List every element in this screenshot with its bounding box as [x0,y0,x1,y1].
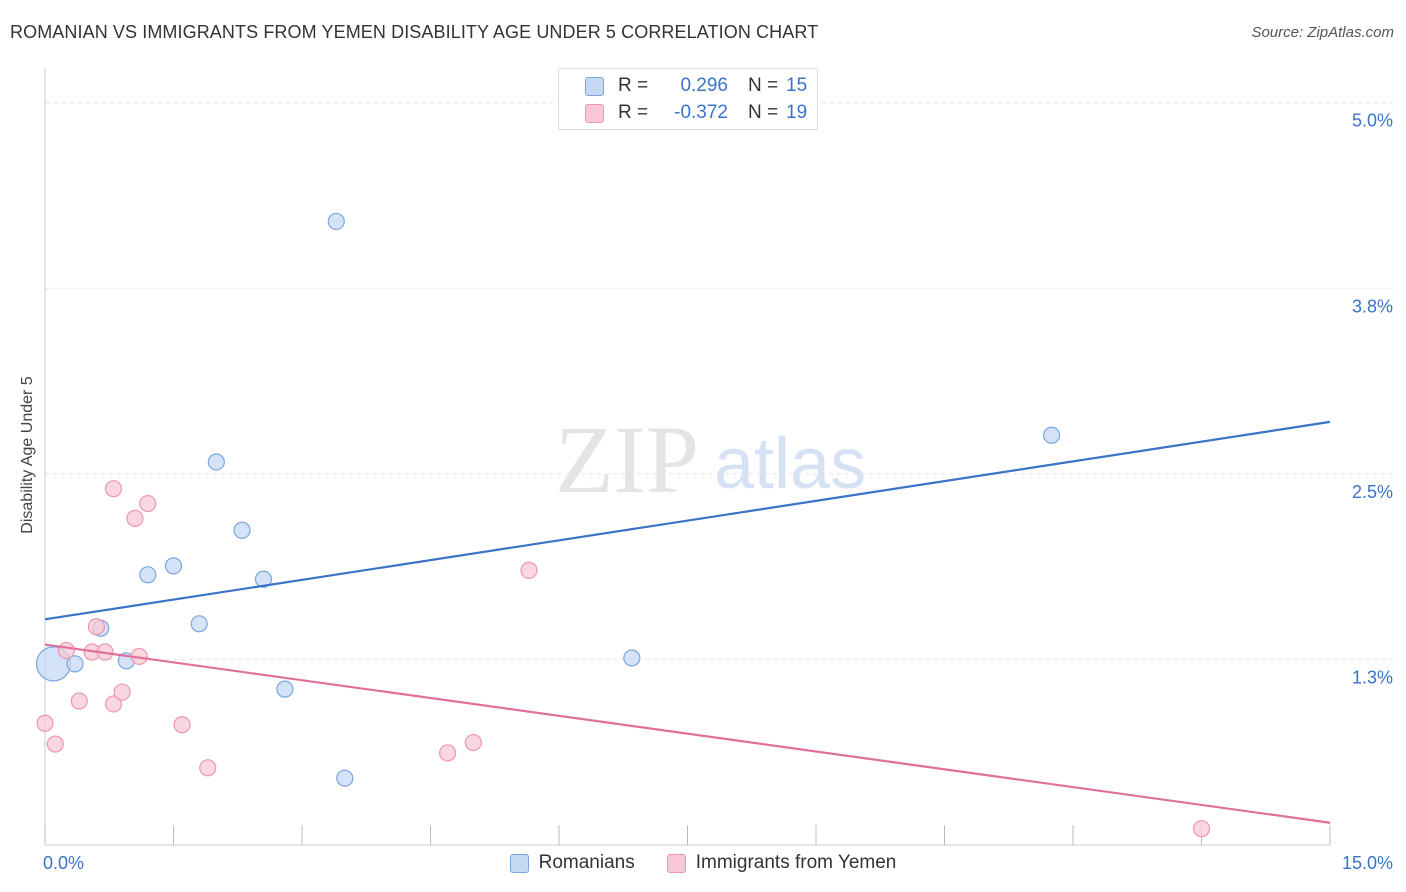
yemen-point [520,561,538,579]
series-legend-yemen[interactable]: Immigrants from Yemen [666,852,897,874]
yemen-point [173,716,191,734]
legend-n-label: N = [748,75,779,96]
legend-n-value: 19 [786,102,808,123]
legend-swatch-yemen [585,103,604,123]
yemen-point [104,695,123,713]
legend-row-yemen: R = -0.372 N = 19 [559,100,807,126]
romanian-point [164,557,183,575]
legend-r-value: 0.296 [680,75,728,96]
watermark-atlas: atlas [714,424,866,504]
legend-n-label: N = [748,102,779,123]
yemen-point [464,733,482,752]
yemen-point [57,641,76,660]
x-tick-label: 0.0% [43,853,84,873]
romanian-point [254,570,273,588]
romanian-point [233,521,251,539]
source-label: Source: ZipAtlas.com [1251,24,1394,41]
yemen-point [113,683,131,701]
legend-r-label: R = [618,75,649,96]
romanian-point [207,453,225,471]
y-tick-label: 1.3% [1352,667,1393,687]
series-label-romanians: Romanians [538,852,635,873]
yemen-trend-line [44,643,1331,824]
legend-n-value: 15 [786,75,808,96]
yemen-point [126,509,144,527]
romanian-point [190,615,208,633]
series-legend-romanians[interactable]: Romanians [509,852,635,874]
chart-title: ROMANIAN VS IMMIGRANTS FROM YEMEN DISABI… [10,22,819,42]
yemen-point [87,618,106,636]
y-tick-label: 5.0% [1352,111,1393,131]
legend-row-romanians: R = 0.296 N = 15 [559,73,807,99]
yemen-point [199,759,217,777]
series-swatch-romanians [509,853,529,873]
series-label-yemen: Immigrants from Yemen [695,852,897,873]
romanian-point [327,212,345,231]
yemen-point [104,480,123,498]
yemen-point [46,735,64,753]
romanian-point [336,769,354,787]
correlation-legend: R = 0.296 N = 15 R = -0.372 N = 19 [558,68,818,130]
series-swatch-yemen [666,853,686,873]
romanians-trend-line [44,420,1331,621]
romanian-point [1042,426,1061,444]
yemen-point [439,744,457,762]
series-legend: Romanians Immigrants from Yemen [0,852,1406,874]
x-tick-label: 15.0% [1342,853,1393,873]
y-tick-label: 3.8% [1352,296,1393,316]
legend-swatch-romanians [585,76,604,96]
yemen-point [1192,820,1211,838]
romanian-point [623,649,641,667]
romanian-point [66,655,84,673]
watermark-zip: ZIP [555,406,699,513]
romanian-point [139,566,157,584]
legend-r-value: -0.372 [674,102,728,123]
yemen-point [36,714,54,732]
y-tick-label: 2.5% [1352,482,1393,502]
yemen-point [70,692,88,710]
romanian-point [276,680,294,698]
legend-r-label: R = [618,102,649,123]
yemen-point [139,494,157,513]
